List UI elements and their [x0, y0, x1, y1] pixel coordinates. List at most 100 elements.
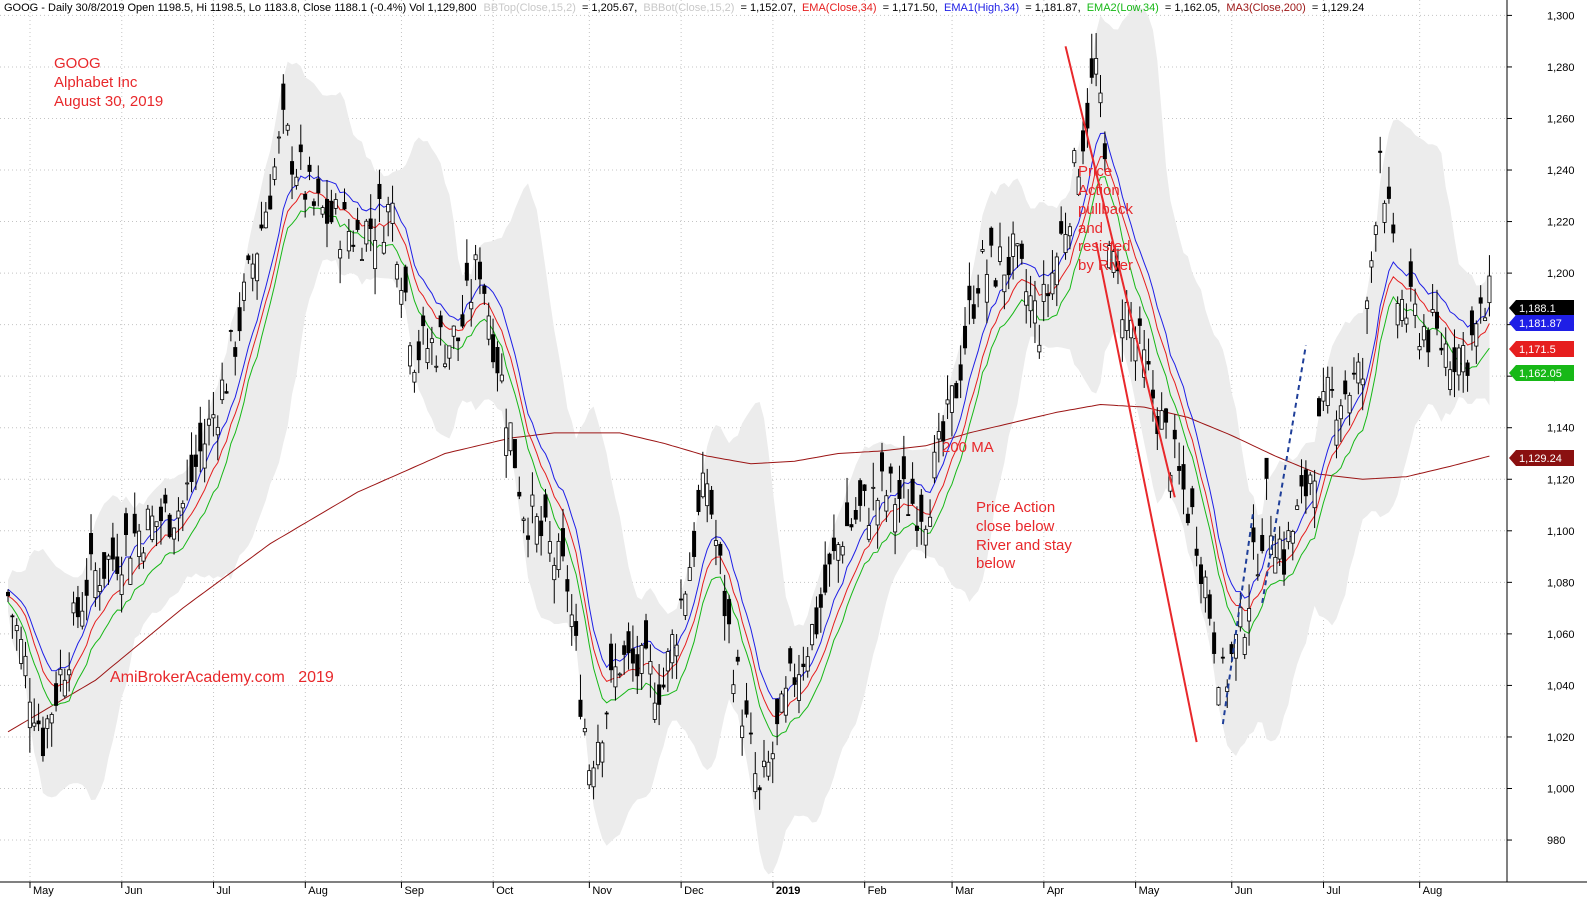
- candle-body: [58, 668, 63, 676]
- x-tick-label: Aug: [308, 885, 328, 897]
- candle-body: [71, 602, 76, 614]
- candle-body: [434, 365, 439, 368]
- candle-body: [1120, 319, 1125, 339]
- candle-body: [185, 482, 190, 485]
- candle-body: [150, 515, 155, 540]
- annotation-close-below-line: close below: [976, 518, 1055, 535]
- candle-body: [394, 264, 399, 280]
- candle-body: [482, 285, 487, 294]
- value-badge-label: 1,171.5: [1519, 344, 1556, 356]
- candle-body: [97, 585, 102, 593]
- candle-body: [853, 509, 858, 520]
- value-badge-label: 1,188.1: [1519, 303, 1556, 315]
- trendlines: [1064, 46, 1307, 743]
- x-tick-label: Jul: [1327, 885, 1341, 897]
- annotation-pullback-line: by River: [1078, 257, 1133, 274]
- candle-body: [866, 525, 871, 540]
- candle-body: [1216, 687, 1221, 706]
- candle-body: [320, 207, 325, 215]
- candle-body: [967, 285, 972, 301]
- candle-body: [1094, 58, 1099, 75]
- ema-lines: [7, 132, 1490, 738]
- candle-body: [1426, 330, 1431, 353]
- candle-body: [661, 684, 666, 688]
- candle-body: [683, 593, 688, 616]
- candle-body: [399, 290, 404, 305]
- candle-body: [215, 426, 220, 436]
- candle-body: [705, 483, 710, 507]
- candle-body: [670, 634, 675, 664]
- candle-body: [735, 656, 740, 662]
- candle-body: [740, 725, 745, 738]
- candle-body: [526, 535, 531, 540]
- candle-body: [648, 661, 653, 675]
- x-tick-label: Sep: [404, 885, 424, 897]
- candle-body: [1076, 176, 1081, 195]
- header-bbtop-label: BBTop(Close,15,2): [484, 2, 576, 14]
- candle-body: [495, 347, 500, 374]
- candle-body: [587, 770, 592, 786]
- candle-body: [84, 579, 89, 596]
- candle-body: [582, 727, 587, 733]
- candle-body: [154, 521, 159, 527]
- candle-body: [1417, 346, 1422, 351]
- value-badge-pointer: [1509, 450, 1516, 466]
- candle-body: [595, 741, 600, 766]
- candle-body: [1386, 186, 1391, 199]
- candle-body: [180, 503, 185, 509]
- candle-body: [486, 315, 491, 340]
- candle-body: [89, 533, 94, 555]
- candle-body: [775, 698, 780, 725]
- candle-body: [145, 508, 150, 531]
- candle-body: [949, 385, 954, 413]
- candle-body: [1063, 234, 1068, 253]
- candle-body: [329, 200, 334, 223]
- candle-body: [176, 510, 181, 519]
- candle-body: [932, 451, 937, 479]
- candle-body: [958, 364, 963, 381]
- candle-body: [984, 274, 989, 303]
- candle-body: [1452, 347, 1457, 373]
- candle-body: [1378, 150, 1383, 153]
- candle-body: [923, 528, 928, 546]
- y-tick-label: 1,140: [1547, 423, 1575, 435]
- x-tick-label: Nov: [592, 885, 612, 897]
- candle-body: [1456, 347, 1461, 376]
- candle-body: [556, 540, 561, 571]
- candle-body: [224, 391, 229, 394]
- candle-body: [1373, 225, 1378, 235]
- y-tick-label: 1,220: [1547, 217, 1575, 229]
- candle-body: [1356, 361, 1361, 384]
- candle-body: [333, 199, 338, 209]
- candle-body: [713, 540, 718, 546]
- trendline-blue-dashed: [1221, 510, 1255, 725]
- candle-body: [1019, 243, 1024, 259]
- candle-body: [796, 674, 801, 701]
- candle-body: [54, 683, 59, 706]
- candle-body: [678, 598, 683, 601]
- candle-body: [408, 345, 413, 367]
- candle-body: [307, 164, 312, 172]
- y-tick-label: 1,060: [1547, 629, 1575, 641]
- candle-body: [373, 240, 378, 270]
- candle-body: [718, 543, 723, 556]
- candle-body: [617, 673, 622, 676]
- y-tick-label: 1,260: [1547, 113, 1575, 125]
- candle-body: [1290, 531, 1295, 544]
- value-badges: 1,188.1 1,181.87 1,171.5 1,162.05 1,129.24: [1509, 300, 1574, 466]
- candle-body: [1194, 548, 1199, 556]
- candle-body: [198, 422, 203, 452]
- candle-body: [748, 732, 753, 735]
- candle-body: [954, 383, 959, 399]
- candle-body: [818, 594, 823, 608]
- candle-body: [246, 255, 251, 261]
- annotation-pullback-line: Action: [1078, 182, 1120, 199]
- candle-body: [722, 590, 727, 617]
- candle-body: [831, 537, 836, 552]
- candle-body: [1404, 317, 1409, 325]
- candle-body: [788, 648, 793, 664]
- candle-body: [871, 486, 876, 489]
- candle-body: [364, 220, 369, 245]
- value-badge-label: 1,162.05: [1519, 368, 1562, 380]
